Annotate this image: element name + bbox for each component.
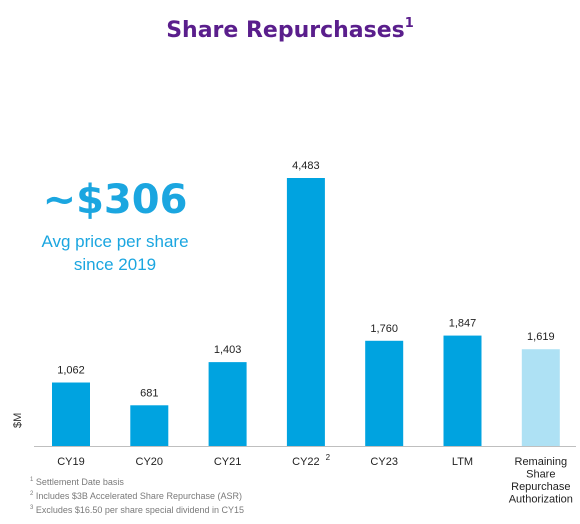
- x-tick-label-7-line-2: Share: [526, 469, 555, 481]
- avg-price-caption-line1: Avg price per share: [41, 232, 189, 251]
- bar-2: [130, 405, 169, 446]
- data-label-2: 681: [140, 387, 158, 399]
- data-label-4: 4,483: [292, 160, 320, 172]
- chart-title-text: Share Repurchases: [166, 18, 405, 43]
- avg-price-value: ~$306: [42, 177, 188, 223]
- chart-title: Share Repurchases1: [0, 16, 580, 43]
- x-tick-label-6: LTM: [452, 456, 473, 468]
- bar-4: [286, 178, 325, 446]
- bar-5: [365, 340, 404, 446]
- footnotes: 1 Settlement Date basis 2 Includes $3B A…: [30, 474, 244, 516]
- bar-7: [521, 349, 560, 446]
- footnote-3: 3 Excludes $16.50 per share special divi…: [30, 505, 244, 515]
- x-tick-label-4: CY22: [292, 456, 320, 468]
- title-footnote-marker: 1: [404, 16, 414, 31]
- bar-1: [52, 382, 90, 446]
- data-label-1: 1,062: [57, 365, 85, 377]
- y-axis-unit-label: $M: [12, 412, 24, 428]
- avg-price-callout: ~$306 Avg price per share since 2019: [20, 176, 210, 276]
- x-tick-label-3: CY21: [214, 456, 242, 468]
- footnote-2: 2 Includes $3B Accelerated Share Repurch…: [30, 491, 242, 501]
- data-label-5: 1,760: [370, 323, 398, 335]
- x-tick-footnote-marker-4: 2: [326, 453, 331, 462]
- bar-3: [208, 362, 247, 446]
- x-tick-label-1: CY19: [57, 456, 85, 468]
- avg-price-caption-line2: since 2019: [73, 255, 157, 274]
- bar-6: [443, 335, 482, 446]
- data-label-3: 1,403: [214, 344, 242, 356]
- x-tick-label-7-line-3: Repurchase: [511, 481, 570, 493]
- data-label-7: 1,619: [527, 331, 555, 343]
- x-tick-label-2: CY20: [136, 456, 164, 468]
- x-tick-label-5: CY23: [370, 456, 398, 468]
- x-tick-label-7-line-4: Authorization: [509, 494, 573, 506]
- footnote-1: 1 Settlement Date basis: [30, 477, 124, 487]
- x-tick-label-7-line-1: Remaining: [515, 456, 568, 468]
- data-label-6: 1,847: [449, 318, 477, 330]
